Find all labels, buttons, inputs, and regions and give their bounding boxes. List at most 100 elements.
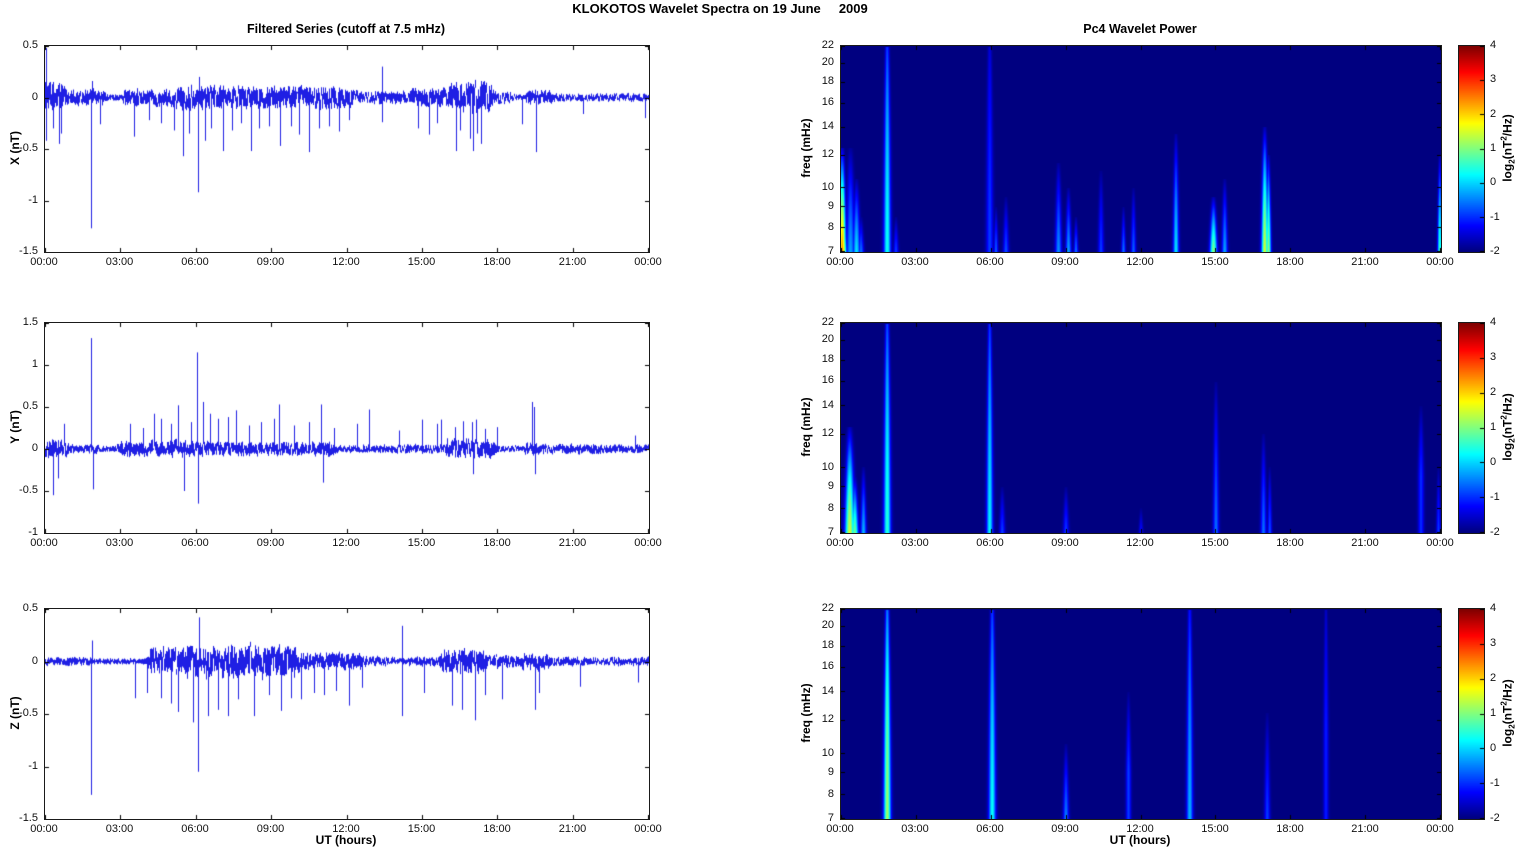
ytick-label-series: -0.5: [19, 707, 38, 719]
ytick-label-series: 0.5: [22, 39, 38, 51]
figure-title: KLOKOTOS Wavelet Spectra on 19 June 2009: [572, 1, 868, 16]
xtick-label-time: 06:00: [181, 256, 209, 268]
z-series-plot: [44, 608, 650, 820]
xtick-label-time: 06:00: [976, 823, 1004, 835]
xtick-label-time: 00:00: [826, 823, 854, 835]
colorbar-tick-label: 4: [1490, 316, 1497, 328]
xtick-label-time: 03:00: [901, 823, 929, 835]
xtick-label-time: 15:00: [1201, 537, 1229, 549]
ytick-label-freq: 16: [821, 660, 834, 673]
xtick-label-time: 12:00: [332, 537, 360, 549]
xtick-label-time: 18:00: [483, 537, 511, 549]
ytick-label-series: -1: [28, 759, 38, 772]
wavelet-power-title: Pc4 Wavelet Power: [1083, 22, 1197, 36]
colorbar-tick-label: 1: [1490, 142, 1497, 154]
xtick-label-time: 09:00: [256, 823, 285, 835]
colorbar-tick-label: 2: [1490, 672, 1497, 684]
ytick-label-freq: 9: [827, 765, 834, 778]
xtick-label-time: 00:00: [826, 256, 854, 268]
xtick-label-time: 18:00: [483, 823, 511, 835]
y-wavelet-heatmap: [840, 322, 1442, 534]
xtick-label-time: 21:00: [558, 256, 587, 268]
colorbar-tick-label: 3: [1490, 73, 1497, 86]
ytick-label-series: -0.5: [19, 142, 38, 154]
xtick-label-time: 21:00: [1351, 823, 1379, 835]
xtick-label-time: 09:00: [256, 537, 285, 549]
ytick-label-series: 0: [31, 442, 38, 454]
ytick-label-freq: 22: [821, 602, 834, 614]
xtick-label-time: 09:00: [1051, 537, 1079, 549]
xtick-label-time: 18:00: [1276, 823, 1304, 835]
ytick-label-series: -1: [28, 526, 38, 538]
colorbar-tick-label: 3: [1490, 637, 1497, 649]
xtick-label-time: 09:00: [1051, 823, 1079, 835]
ytick-label-freq: 12: [821, 713, 834, 726]
colorbar-tick-label: 4: [1490, 39, 1497, 51]
colorbar-tick-label: 3: [1490, 351, 1497, 363]
ytick-label-freq: 9: [827, 479, 834, 492]
xtick-label-time: 12:00: [1126, 256, 1154, 268]
xtick-label-time: 03:00: [901, 537, 929, 549]
ut-hours-label-left: UT (hours): [315, 833, 377, 847]
ytick-label-series: 0: [31, 90, 38, 103]
ytick-label-freq: 18: [821, 352, 834, 365]
freq-axis-label-top: freq (mHz): [799, 118, 813, 178]
colorbar-tick-label: 1: [1490, 421, 1497, 433]
xtick-label-time: 15:00: [1201, 256, 1229, 268]
ytick-label-freq: 14: [821, 684, 834, 697]
xtick-label-time: 00:00: [30, 537, 58, 549]
xtick-label-time: 09:00: [256, 256, 285, 268]
colorbar-tick-label: 0: [1490, 742, 1497, 754]
ytick-label-freq: 22: [821, 39, 834, 51]
xtick-label-time: 15:00: [407, 256, 436, 268]
xtick-label-time: 00:00: [634, 256, 662, 268]
xtick-label-time: 06:00: [181, 823, 209, 835]
xtick-label-time: 21:00: [558, 537, 587, 549]
colorbar-tick-label: 0: [1490, 176, 1497, 189]
xtick-label-time: 00:00: [1426, 537, 1454, 549]
ytick-label-series: 1.5: [22, 316, 38, 328]
freq-axis-label-mid: freq (mHz): [799, 397, 813, 457]
xtick-label-time: 15:00: [407, 823, 436, 835]
colorbar-tick-label: 0: [1490, 456, 1497, 468]
xtick-label-time: 03:00: [105, 537, 134, 549]
xtick-label-time: 18:00: [1276, 537, 1304, 549]
xtick-label-time: 00:00: [826, 537, 854, 549]
xtick-label-time: 00:00: [1426, 823, 1454, 835]
ytick-label-freq: 8: [827, 501, 834, 514]
ytick-label-freq: 10: [821, 746, 834, 759]
colorbar-label-top: log2(nT2/Hz): [1499, 114, 1517, 182]
ytick-label-freq: 10: [821, 460, 834, 473]
y-axis-label-nT: Y (nT): [8, 410, 22, 444]
xtick-label-time: 00:00: [634, 537, 662, 549]
ytick-label-freq: 20: [821, 56, 834, 69]
ytick-label-freq: 14: [821, 398, 834, 411]
xtick-label-time: 12:00: [1126, 537, 1154, 549]
colorbar-tick-label: -1: [1490, 210, 1500, 223]
ytick-label-freq: 10: [821, 180, 834, 193]
colorbar-z: [1458, 608, 1485, 820]
xtick-label-time: 12:00: [1126, 823, 1154, 835]
xtick-label-time: 00:00: [1426, 256, 1454, 268]
colorbar-tick-label: 2: [1490, 107, 1497, 120]
ut-hours-label-right: UT (hours): [1109, 833, 1171, 847]
z-wavelet-heatmap: [840, 608, 1442, 820]
xtick-label-time: 03:00: [105, 256, 134, 268]
ytick-label-series: -1: [28, 193, 38, 206]
colorbar-tick-label: -1: [1490, 777, 1500, 789]
ytick-label-freq: 12: [821, 427, 834, 440]
xtick-label-time: 15:00: [407, 537, 436, 549]
ytick-label-freq: 7: [827, 812, 834, 824]
xtick-label-time: 09:00: [1051, 256, 1079, 268]
x-series-plot: [44, 45, 650, 253]
ytick-label-freq: 7: [827, 526, 834, 538]
ytick-label-freq: 16: [821, 374, 834, 387]
xtick-label-time: 18:00: [1276, 256, 1304, 268]
ytick-label-series: 1: [31, 358, 38, 370]
xtick-label-time: 00:00: [30, 823, 58, 835]
xtick-label-time: 06:00: [976, 256, 1004, 268]
colorbar-tick-label: -2: [1490, 526, 1500, 538]
ytick-label-freq: 8: [827, 220, 834, 233]
ytick-label-freq: 14: [821, 120, 834, 133]
